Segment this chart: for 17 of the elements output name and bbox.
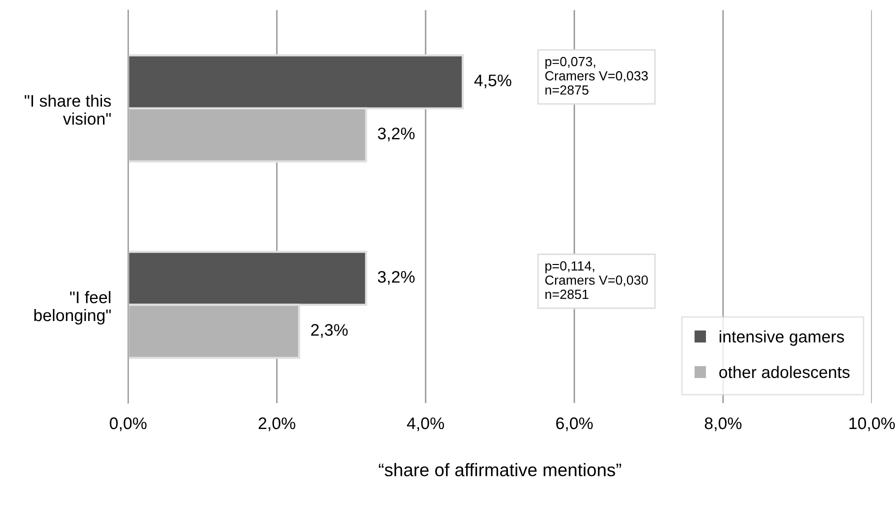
data-label: 3,2% — [378, 270, 415, 285]
data-label: 4,5% — [474, 74, 512, 88]
y-tick-label: "I share this vision" — [24, 94, 111, 125]
x-tick-label: 6,0% — [556, 417, 593, 432]
x-tick-label: 2,0% — [258, 417, 296, 432]
annotation: p=0,114, Cramers V=0,030 n=2851 — [545, 261, 648, 300]
x-tick-label: 10,0% — [849, 417, 895, 432]
x-axis-title: “share of affirmative mentions” — [378, 463, 622, 476]
legend-label: intensive gamers — [720, 330, 844, 346]
legend-label: other adolescents — [719, 366, 850, 378]
annotation: p=0,073, Cramers V=0,033 n=2875 — [545, 56, 648, 95]
data-label: 3,2% — [378, 128, 415, 142]
x-tick-label: 8,0% — [704, 417, 742, 432]
x-tick-label: 0,0% — [110, 417, 147, 432]
y-tick-label: "I feel belonging" — [34, 291, 111, 325]
x-tick-label: 4,0% — [406, 417, 444, 432]
data-label: 2,3% — [311, 324, 348, 338]
